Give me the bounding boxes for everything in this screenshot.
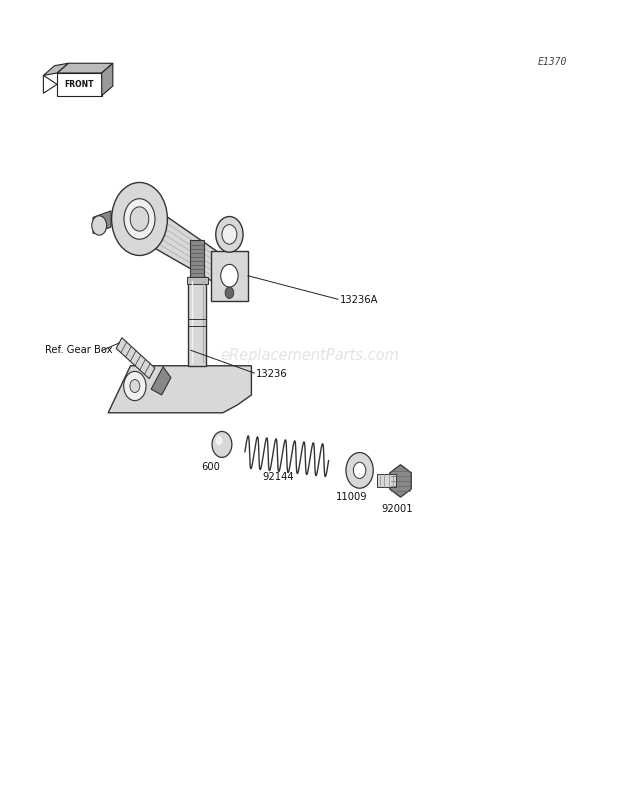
- Circle shape: [130, 207, 149, 231]
- Circle shape: [112, 182, 167, 255]
- Text: E1370: E1370: [538, 57, 567, 67]
- Polygon shape: [43, 63, 68, 75]
- Text: 13236: 13236: [256, 369, 288, 379]
- Circle shape: [225, 287, 234, 298]
- Circle shape: [353, 462, 366, 478]
- Bar: [377, 474, 396, 487]
- Circle shape: [123, 371, 146, 401]
- Bar: [188, 277, 206, 366]
- Polygon shape: [108, 366, 252, 413]
- Circle shape: [222, 225, 237, 244]
- Polygon shape: [116, 337, 155, 379]
- Polygon shape: [57, 73, 102, 96]
- Circle shape: [130, 380, 140, 393]
- Polygon shape: [93, 211, 111, 234]
- Circle shape: [124, 199, 155, 239]
- Bar: [187, 277, 208, 284]
- Circle shape: [346, 453, 373, 488]
- Polygon shape: [390, 465, 411, 497]
- Circle shape: [216, 436, 223, 445]
- Circle shape: [216, 217, 243, 252]
- Circle shape: [92, 216, 107, 235]
- Polygon shape: [43, 75, 57, 93]
- Text: 600: 600: [202, 462, 220, 472]
- Bar: [190, 240, 204, 277]
- Circle shape: [221, 264, 238, 287]
- Text: Ref. Gear Box: Ref. Gear Box: [45, 345, 112, 355]
- Text: eReplacementParts.com: eReplacementParts.com: [221, 348, 399, 363]
- Text: 92001: 92001: [381, 504, 413, 514]
- Text: FRONT: FRONT: [64, 79, 94, 89]
- Polygon shape: [102, 63, 113, 96]
- Polygon shape: [57, 63, 113, 73]
- Polygon shape: [151, 367, 171, 395]
- Bar: [211, 251, 248, 301]
- Circle shape: [212, 431, 232, 457]
- Text: 13236A: 13236A: [340, 295, 378, 305]
- Text: 92144: 92144: [262, 472, 294, 482]
- Polygon shape: [151, 214, 223, 282]
- Text: 11009: 11009: [336, 492, 368, 502]
